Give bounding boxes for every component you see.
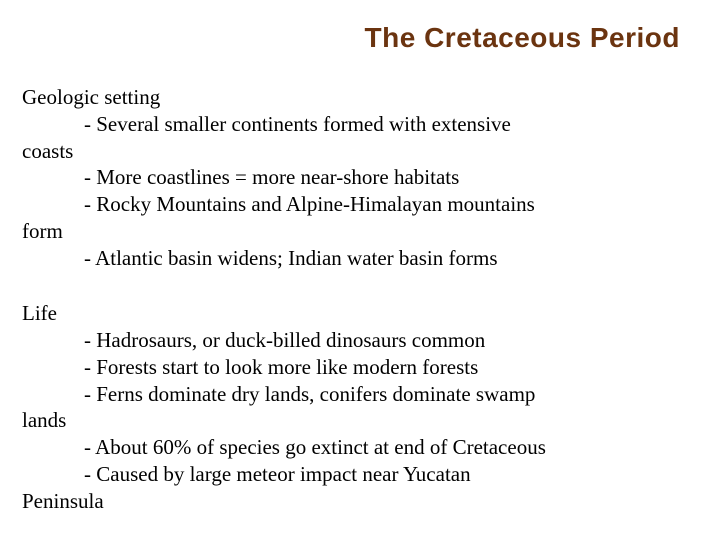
section-heading-life: Life <box>22 300 698 327</box>
bullet-coastlines: - More coastlines = more near-shore habi… <box>22 164 698 191</box>
bullet-atlantic: - Atlantic basin widens; Indian water ba… <box>22 245 698 272</box>
bullet-hadrosaurs: - Hadrosaurs, or duck-billed dinosaurs c… <box>22 327 698 354</box>
section-gap <box>22 272 698 296</box>
bullet-mountains-cont: form <box>22 218 698 245</box>
bullet-continents-cont: coasts <box>22 138 698 165</box>
bullet-meteor: - Caused by large meteor impact near Yuc… <box>22 461 698 488</box>
section-heading-geologic: Geologic setting <box>22 84 698 111</box>
page-title: The Cretaceous Period <box>22 20 698 56</box>
bullet-ferns-cont: lands <box>22 407 698 434</box>
section-geologic: Geologic setting - Several smaller conti… <box>22 84 698 272</box>
bullet-extinction: - About 60% of species go extinct at end… <box>22 434 698 461</box>
bullet-forests: - Forests start to look more like modern… <box>22 354 698 381</box>
bullet-mountains: - Rocky Mountains and Alpine-Himalayan m… <box>22 191 698 218</box>
section-life: Life - Hadrosaurs, or duck-billed dinosa… <box>22 300 698 515</box>
bullet-meteor-cont: Peninsula <box>22 488 698 515</box>
bullet-ferns: - Ferns dominate dry lands, conifers dom… <box>22 381 698 408</box>
bullet-continents: - Several smaller continents formed with… <box>22 111 698 138</box>
